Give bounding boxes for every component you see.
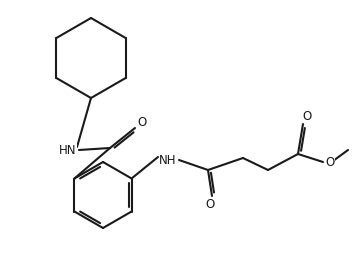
Text: O: O xyxy=(325,155,335,169)
Text: O: O xyxy=(137,117,147,129)
Text: O: O xyxy=(302,110,312,122)
Text: O: O xyxy=(205,198,215,210)
Text: HN: HN xyxy=(59,143,77,157)
Text: NH: NH xyxy=(159,154,177,166)
